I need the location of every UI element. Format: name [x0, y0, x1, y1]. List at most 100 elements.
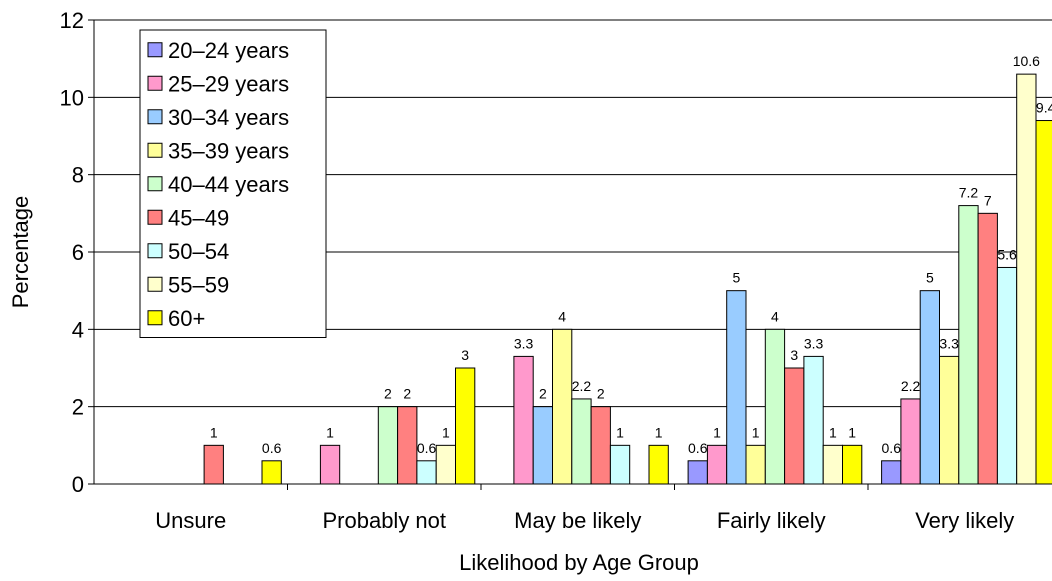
- bar: [977, 212, 998, 485]
- legend-box: [139, 29, 327, 338]
- bars: [203, 73, 1052, 485]
- bar: [203, 444, 224, 485]
- data-label: 2.2: [572, 378, 592, 394]
- bar: [609, 444, 631, 485]
- bar: [590, 406, 611, 485]
- bar: [532, 406, 554, 485]
- data-label: 0.6: [262, 440, 282, 456]
- bar: [803, 355, 824, 485]
- bar: [261, 460, 282, 485]
- legend-label: 20–24 years: [168, 38, 289, 63]
- data-label: 2: [597, 386, 605, 402]
- x-axis-title: Likelihood by Age Group: [459, 550, 699, 575]
- bar: [397, 406, 418, 485]
- data-label: 2.2: [901, 378, 921, 394]
- legend-label: 25–29 years: [168, 71, 289, 96]
- bar: [687, 460, 708, 485]
- bar: [319, 444, 341, 485]
- legend-swatch: [147, 176, 163, 192]
- data-label: 10.6: [1013, 53, 1040, 69]
- bar: [706, 444, 728, 485]
- data-label: 3.3: [514, 335, 534, 351]
- bar: [764, 328, 786, 485]
- bar: [552, 328, 573, 485]
- bar: [726, 290, 747, 485]
- data-label: 1: [442, 424, 450, 440]
- legend-swatch: [147, 142, 163, 158]
- legend-label: 35–39 years: [168, 138, 289, 163]
- data-label: 1: [326, 424, 334, 440]
- legend-label: 40–44 years: [168, 172, 289, 197]
- legend-label: 50–54: [168, 239, 229, 264]
- y-tick-label: 8: [72, 163, 84, 188]
- data-label: 1: [829, 424, 837, 440]
- legend-swatch: [147, 109, 163, 125]
- data-label: 2: [403, 386, 411, 402]
- bar: [996, 266, 1018, 485]
- bar: [919, 290, 941, 485]
- data-label: 0.6: [688, 440, 708, 456]
- legend-swatch: [147, 243, 163, 259]
- legend-swatch: [147, 276, 163, 292]
- data-label: 2: [384, 386, 392, 402]
- data-label: 9.4: [1036, 100, 1052, 116]
- bar: [377, 406, 399, 485]
- legend-swatch: [147, 209, 163, 225]
- data-label: 5.6: [997, 246, 1017, 262]
- bar: [842, 444, 863, 485]
- data-label: 5: [732, 270, 740, 286]
- legend-label: 55–59: [168, 272, 229, 297]
- legend-swatch: [147, 75, 163, 91]
- y-tick-label: 2: [72, 395, 84, 420]
- bar: [416, 460, 437, 485]
- data-label: 4: [771, 308, 779, 324]
- bar: [939, 355, 960, 485]
- data-label: 1: [210, 424, 218, 440]
- x-tick-label: Probably not: [322, 508, 446, 533]
- bar: [455, 367, 476, 485]
- y-tick-label: 4: [72, 317, 84, 342]
- legend-swatch: [147, 310, 163, 326]
- data-label: 3: [461, 347, 469, 363]
- data-label: 3.3: [939, 335, 959, 351]
- bar: [745, 444, 766, 485]
- data-label: 2: [539, 386, 547, 402]
- data-label: 1: [655, 424, 663, 440]
- data-label: 5: [926, 270, 934, 286]
- legend-label: 30–34 years: [168, 105, 289, 130]
- bar: [435, 444, 457, 485]
- data-label: 4: [558, 308, 566, 324]
- data-label: 1: [616, 424, 624, 440]
- legend: 20–24 years 25–29 years 30–34 years 35–39 y…: [139, 29, 327, 338]
- bar: [571, 398, 592, 485]
- bar: [648, 444, 669, 485]
- legend-label: 60+: [168, 306, 205, 331]
- y-tick-label: 10: [60, 85, 84, 110]
- data-label: 3.3: [804, 335, 824, 351]
- x-tick-label: Unsure: [155, 508, 226, 533]
- legend-label: 45–49: [168, 205, 229, 230]
- y-tick-label: 0: [72, 472, 84, 497]
- data-label: 7.2: [959, 185, 979, 201]
- y-axis-title: Percentage: [8, 196, 33, 309]
- data-label: 1: [752, 424, 760, 440]
- bar: [1035, 120, 1052, 485]
- bar: [881, 460, 902, 485]
- data-label: 3: [790, 347, 798, 363]
- data-label: 1: [713, 424, 721, 440]
- bar: [784, 367, 805, 485]
- x-tick-label: May be likely: [514, 508, 641, 533]
- x-tick-label: Fairly likely: [717, 508, 826, 533]
- y-tick-label: 12: [60, 8, 84, 33]
- data-label: 0.6: [417, 440, 437, 456]
- bar: [513, 355, 534, 485]
- data-label: 7: [984, 192, 992, 208]
- bar: [822, 444, 844, 485]
- x-tick-label: Very likely: [915, 508, 1014, 533]
- data-label: 1: [848, 424, 856, 440]
- bar: [1016, 73, 1037, 485]
- bar: [958, 205, 979, 485]
